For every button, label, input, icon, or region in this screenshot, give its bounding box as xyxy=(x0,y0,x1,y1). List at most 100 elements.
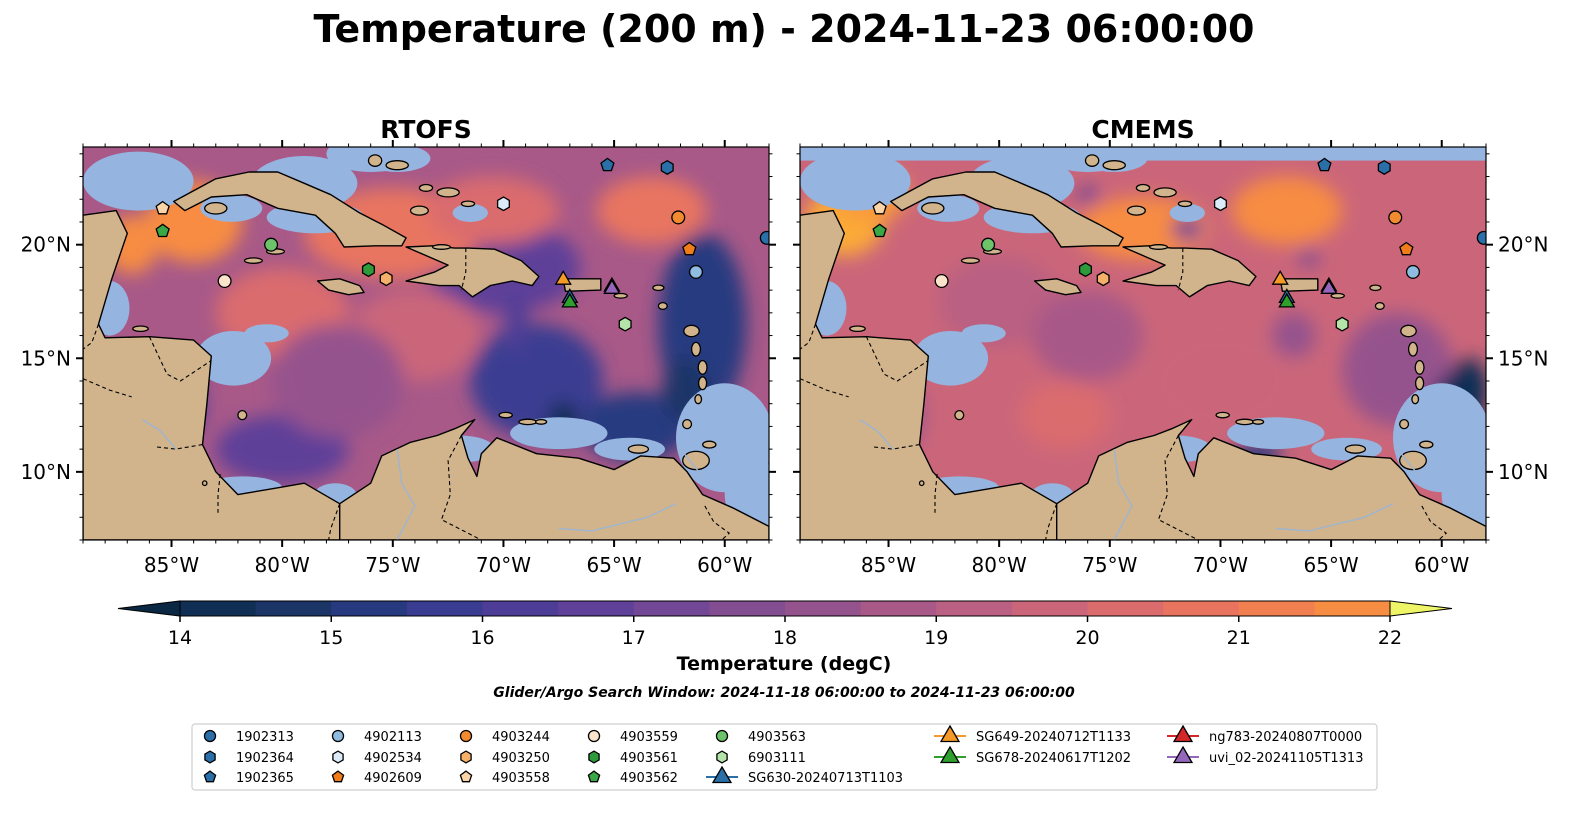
marker-4902113 xyxy=(688,264,703,279)
island xyxy=(1407,341,1419,357)
island xyxy=(960,257,980,264)
national-border xyxy=(800,378,849,398)
legend-label: 6903111 xyxy=(748,751,806,766)
island xyxy=(367,154,383,167)
x-tick-label: 65°W xyxy=(586,553,641,577)
axis-ticks: 85°W 80°W 75°W 70°W 65°W 60°W 10°N 15°N 20°N xyxy=(793,140,1548,577)
legend: 1902313 1902364 1902365 4902113 4902534 49026… xyxy=(191,723,1378,791)
marker-4903558 xyxy=(155,200,170,215)
legend-label: 1902313 xyxy=(236,730,294,745)
island xyxy=(697,376,708,391)
island xyxy=(1126,205,1146,216)
x-tick-label: 85°W xyxy=(861,553,916,577)
legend-marker xyxy=(459,729,473,743)
marker-1902365 xyxy=(600,157,615,172)
legend-marker xyxy=(331,729,345,743)
island xyxy=(921,201,945,215)
legend-marker xyxy=(939,745,961,764)
legend-marker xyxy=(587,770,601,783)
land-jamaica xyxy=(316,278,365,296)
marker-uvi_02-20241105T1313 xyxy=(603,278,621,294)
marker-4903250 xyxy=(379,271,393,287)
x-tick-label: 60°W xyxy=(1414,553,1469,577)
marker-SG649-20240712T1133 xyxy=(1271,270,1289,285)
national-border xyxy=(460,248,467,291)
shallow-water xyxy=(917,194,980,222)
x-tick-label: 70°W xyxy=(476,553,531,577)
map-content xyxy=(800,147,1486,540)
national-border xyxy=(440,435,560,540)
legend-marker xyxy=(939,724,961,743)
colorbar-tick-label: 21 xyxy=(1227,627,1251,649)
legend-label: 4903559 xyxy=(620,730,678,745)
marker-SG678-20240617T1202 xyxy=(1278,292,1296,308)
panel-title-rtofs: RTOFS xyxy=(380,115,472,144)
y-tick-label: 10°N xyxy=(1498,460,1548,484)
marker-4903244 xyxy=(1388,210,1403,225)
island xyxy=(682,418,693,430)
marker-1902313 xyxy=(759,230,769,245)
national-border xyxy=(1177,248,1184,291)
temperature-anomaly xyxy=(271,324,404,438)
axes-frame xyxy=(82,146,770,541)
marker-4903558 xyxy=(872,200,887,215)
legend-label: 4902534 xyxy=(364,751,422,766)
marker-4903559 xyxy=(217,274,232,289)
island xyxy=(702,440,717,449)
island xyxy=(132,325,149,333)
island xyxy=(657,301,668,311)
shallow-water xyxy=(195,331,272,386)
marker-4902534 xyxy=(496,196,510,212)
river xyxy=(142,419,177,450)
temperature-anomaly xyxy=(1021,381,1110,450)
temperature-anomaly xyxy=(596,176,707,245)
x-tick-label: 75°W xyxy=(365,553,420,577)
island xyxy=(201,480,208,487)
marker-4903561 xyxy=(1078,262,1092,278)
legend-marker xyxy=(587,729,601,743)
temperature-anomaly xyxy=(1297,249,1321,268)
island xyxy=(1414,359,1425,375)
map-content xyxy=(83,147,769,540)
temperature-anomaly xyxy=(1076,185,1099,204)
x-tick-label: 65°W xyxy=(1303,553,1358,577)
colorbar-tick-label: 22 xyxy=(1378,627,1402,649)
island xyxy=(436,187,460,198)
land-hisp xyxy=(1122,245,1257,298)
colorbar-tick-label: 19 xyxy=(924,627,948,649)
marker-4903559 xyxy=(934,274,949,289)
colorbar-label: Temperature (degC) xyxy=(677,653,892,675)
island xyxy=(1369,284,1382,292)
national-border xyxy=(83,378,132,398)
marker-4902609 xyxy=(682,241,697,256)
marker-4903562 xyxy=(155,223,170,238)
marker-4902113 xyxy=(1405,264,1420,279)
shallow-water xyxy=(510,417,608,450)
colorbar-segment xyxy=(936,601,1013,616)
y-tick-label: 10°N xyxy=(21,460,71,484)
panel-title-cmems: CMEMS xyxy=(1091,115,1194,144)
shallow-water xyxy=(452,203,488,222)
shallow-water xyxy=(1081,147,1148,172)
marker-4903562 xyxy=(872,223,887,238)
national-border xyxy=(155,444,203,450)
legend-marker xyxy=(716,750,728,764)
legend-marker xyxy=(203,729,217,743)
river xyxy=(859,419,894,450)
legend-marker xyxy=(1172,745,1194,764)
island xyxy=(460,200,476,208)
y-tick-label: 20°N xyxy=(21,233,71,257)
temperature-anomaly xyxy=(937,256,1062,347)
y-tick-label: 20°N xyxy=(1498,233,1548,257)
marker-6903111 xyxy=(618,316,632,332)
legend-label: SG630-20240713T1103 xyxy=(748,771,903,786)
legend-marker xyxy=(459,770,473,783)
shallow-water xyxy=(961,324,1006,343)
national-border xyxy=(1045,503,1058,540)
river xyxy=(1275,503,1394,532)
legend-marker xyxy=(331,770,345,783)
figure-title: Temperature (200 m) - 2024-11-23 06:00:0… xyxy=(313,7,1254,51)
observation-markers xyxy=(155,157,769,332)
island xyxy=(204,201,228,215)
